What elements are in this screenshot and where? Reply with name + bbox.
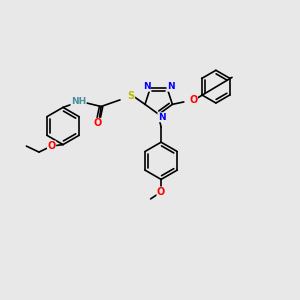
Text: O: O [47,141,56,151]
Text: N: N [167,82,175,91]
Text: N: N [143,82,150,91]
Text: O: O [93,118,101,128]
Text: NH: NH [71,98,86,106]
Text: S: S [128,91,135,101]
Text: N: N [158,113,166,122]
Text: O: O [157,187,165,197]
Text: O: O [189,95,197,105]
